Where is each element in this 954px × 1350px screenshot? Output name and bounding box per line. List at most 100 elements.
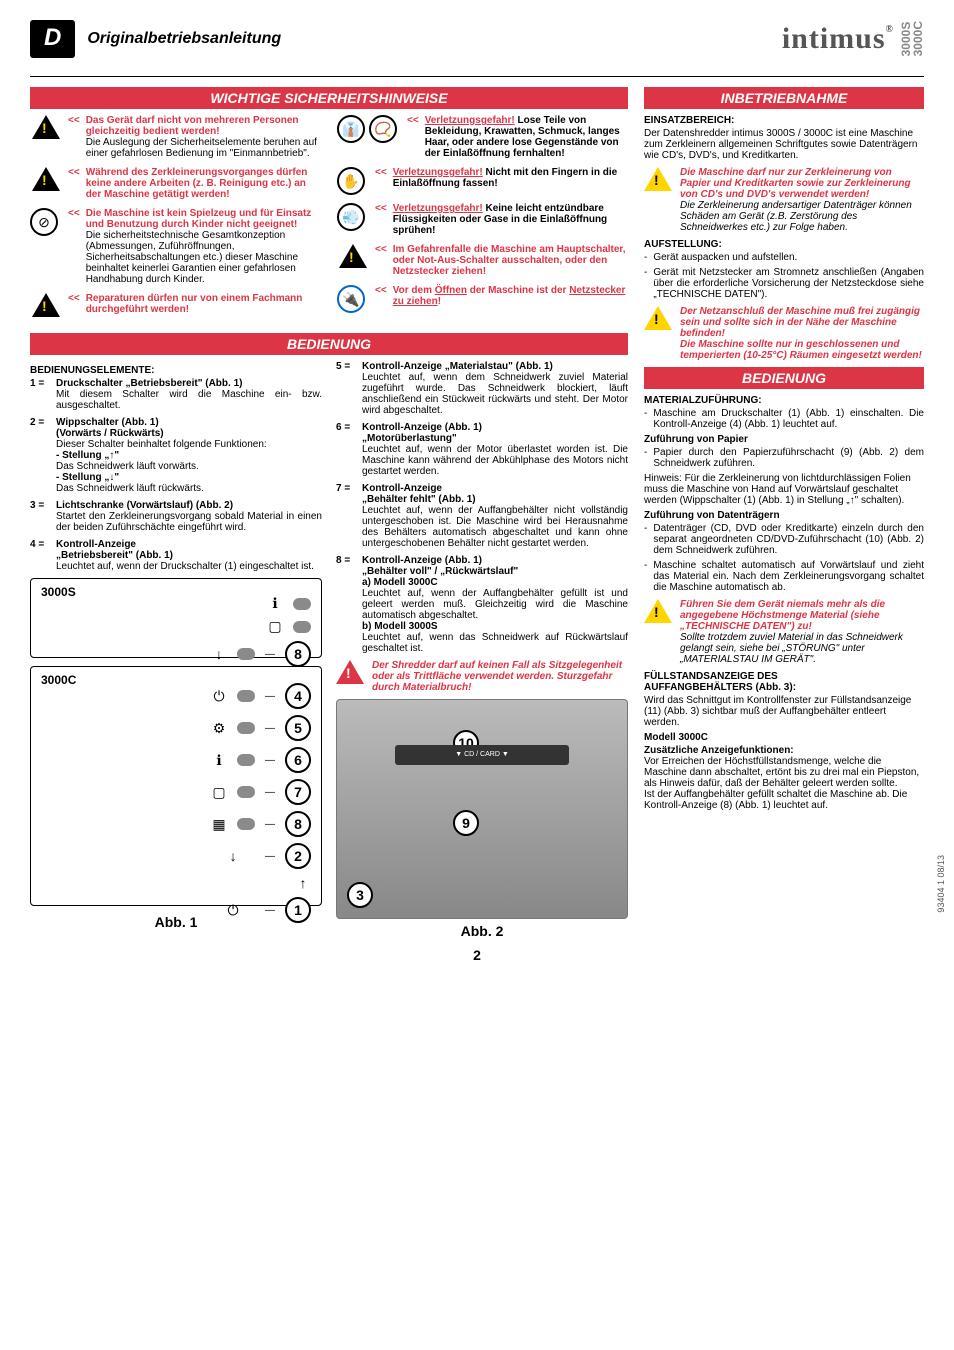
callout-bubble: 3 (347, 882, 373, 908)
overfeed-body: Sollte trotzdem zuviel Material in das S… (680, 632, 924, 665)
t: Öffnen (435, 285, 467, 296)
page-header: D Originalbetriebsanleitung intimus® 300… (30, 20, 924, 58)
ctrl-sub: „Motorüberlastung" (362, 433, 457, 444)
callout-bubble: 1 (285, 897, 311, 923)
num: 8 (336, 555, 342, 566)
num: 5 (336, 361, 342, 372)
warning-text: Der Shredder darf auf keinen Fall als Si… (372, 660, 628, 693)
safety-text: Im Gefahrenfalle die Maschine am Hauptsc… (393, 244, 628, 277)
ctrl-sub: „Betriebsbereit" (Abb. 1) (56, 550, 173, 561)
einsatz-head: EINSATZBEREICH: (644, 115, 924, 126)
t: der Maschine ist der (467, 285, 569, 296)
list-item: Gerät auspacken und aufstellen. (644, 252, 924, 263)
mat-head: MATERIALZUFÜHRUNG: (644, 395, 924, 406)
ctrl-body: Leuchtet auf, wenn dem Schneidwerk zuvie… (362, 372, 628, 416)
aufstellung-head: AUFSTELLUNG: (644, 239, 924, 250)
callout-bubble: 7 (285, 779, 311, 805)
model-1: 3000C (911, 21, 925, 56)
controls-col-left: BEDIENUNGSELEMENTE: 1 = Druckschalter „B… (30, 361, 322, 939)
bullet-text: Das Schneidwerk läuft rückwärts. (56, 483, 204, 494)
m3000c-body: Vor Erreichen der Höchstfüllstandsmenge,… (644, 756, 924, 789)
panel-3000c: 3000C ⏻— 4 ⚙— 5 ℹ— 6 ▢— 7 ▦— 8 ↓ — 2 ↑ ⏻… (30, 666, 322, 906)
bullet: - Stellung „↑" (56, 450, 119, 461)
safety-text: Reparaturen dürfen nur von einem Fachman… (86, 293, 321, 321)
safety-left-col: << Das Gerät darf nicht von mehreren Per… (30, 115, 321, 329)
language-badge: D (30, 20, 75, 58)
page-number: 2 (30, 947, 924, 963)
list-item: Gerät mit Netzstecker am Stromnetz ansch… (644, 267, 924, 300)
daten-head: Zuführung von Datenträgern (644, 510, 924, 521)
injury-lead: Verletzungsgefahr! (393, 203, 483, 214)
num: 4 (30, 539, 36, 550)
safety-text: Während des Zerkleinerungsvorganges dürf… (86, 167, 321, 200)
ctrl-sub: (Vorwärts / Rückwärts) (56, 428, 164, 439)
list-item: Datenträger (CD, DVD oder Kreditkarte) e… (644, 523, 924, 556)
m3000c-sub: Zusätzliche Anzeigefunktionen: (644, 745, 924, 756)
m3000c-body2: Ist der Auffangbehälter gefüllt schaltet… (644, 789, 924, 811)
bullet: - Stellung „↓" (56, 472, 119, 483)
t: AUFFANGBEHÄLTERS (Abb. 3): (644, 682, 796, 693)
brand-block: intimus® 3000S 3000C (782, 21, 924, 56)
ctrl-sub: „Behälter voll" / „Rückwärtslauf" (362, 566, 518, 577)
warning-icon (32, 115, 60, 139)
operation-section-bar: BEDIENUNG (30, 333, 628, 355)
ctrl-body: Leuchtet auf, wenn der Auffangbehälter g… (362, 588, 628, 621)
hand-icon: ✋ (337, 167, 365, 195)
t: ! (438, 296, 441, 307)
safety-text: Vor dem Öffnen der Maschine ist der Netz… (393, 285, 628, 313)
right-column: INBETRIEBNAHME EINSATZBEREICH: Der Daten… (644, 83, 924, 939)
brand-text: intimus (782, 22, 886, 55)
fuell-head: FÜLLSTANDSANZEIGE DES AUFFANGBEHÄLTERS (… (644, 671, 924, 693)
list-item: Maschine am Druckschalter (1) (Abb. 1) e… (644, 408, 924, 430)
safety-text: Das Gerät darf nicht von mehreren Person… (86, 115, 299, 137)
list-item: Maschine schaltet automatisch auf Vorwär… (644, 560, 924, 593)
ctrl-sub: b) Modell 3000S (362, 621, 438, 632)
shredder-seat-warning: Der Shredder darf auf keinen Fall als Si… (336, 660, 628, 693)
num: 3 (30, 500, 36, 511)
ctrl-title: Druckschalter „Betriebsbereit" (Abb. 1) (56, 378, 242, 389)
unplug-icon: 🔌 (337, 285, 365, 313)
figure-2-photo: 10 9 3 ▼ CD / CARD ▼ (336, 699, 628, 919)
overfeed-bold: Führen Sie dem Gerät niemals mehr als di… (680, 599, 924, 632)
controls-head: BEDIENUNGSELEMENTE: (30, 365, 322, 376)
document-code: 93404 1 08/13 (936, 855, 946, 913)
brand-models: 3000S 3000C (900, 21, 924, 56)
warning-icon (339, 244, 367, 268)
m3000c-head: Modell 3000C (644, 732, 924, 743)
t: FÜLLSTANDSANZEIGE DES (644, 671, 778, 682)
num: 6 (336, 422, 342, 433)
einsatz-warn-body: Die Zerkleinerung andersartiger Datenträ… (680, 200, 924, 233)
safety-section-bar: WICHTIGE SICHERHEITSHINWEISE (30, 87, 628, 109)
ctrl-title: Kontroll-Anzeige (Abb. 1) (362, 555, 482, 566)
callout-bubble: 8 (285, 641, 311, 667)
einsatz-body: Der Datenshredder intimus 3000S / 3000C … (644, 128, 924, 161)
ctrl-sub: „Behälter fehlt" (Abb. 1) (362, 494, 476, 505)
warning-icon (32, 167, 60, 191)
papier-head: Zuführung von Papier (644, 434, 924, 445)
ctrl-body: Leuchtet auf, wenn der Auffangbehälter n… (362, 505, 628, 549)
ctrl-body: Leuchtet auf, wenn der Motor überlastet … (362, 444, 628, 477)
ctrl-body: Leuchtet auf, wenn der Druckschalter (1)… (56, 561, 314, 572)
callout-bubble: 2 (285, 843, 311, 869)
no-children-icon: ⊘ (30, 208, 58, 236)
ctrl-title: Wippschalter (Abb. 1) (56, 417, 159, 428)
panel-3000s: 3000S ℹ ▢ ↓— 8 (30, 578, 322, 658)
safety-text: Die Maschine ist kein Spielzeug und für … (86, 208, 312, 230)
panel-title: 3000S (41, 585, 76, 599)
callout-bubble: 5 (285, 715, 311, 741)
list-item: Papier durch den Papierzuführschacht (9)… (644, 447, 924, 469)
brand-name: intimus® (782, 22, 894, 56)
reg-mark: ® (886, 24, 894, 35)
num: 7 (336, 483, 342, 494)
safety-body: Die Auslegung der Sicherheitselemente be… (86, 137, 321, 159)
ctrl-title: Kontroll-Anzeige (Abb. 1) (362, 422, 482, 433)
ctrl-title: Kontroll-Anzeige (56, 539, 136, 550)
warning-icon (644, 167, 672, 191)
ctrl-body: Dieser Schalter beinhaltet folgende Funk… (56, 439, 267, 450)
t: Vor dem (393, 285, 435, 296)
ctrl-title: Kontroll-Anzeige (362, 483, 442, 494)
ctrl-title: Kontroll-Anzeige „Materialstau" (Abb. 1) (362, 361, 553, 372)
safety-right-col: 👔📿<< Verletzungsgefahr! Lose Teile von B… (337, 115, 628, 329)
ctrl-body: Leuchtet auf, wenn das Schneidwerk auf R… (362, 632, 628, 654)
callout-bubble: 8 (285, 811, 311, 837)
